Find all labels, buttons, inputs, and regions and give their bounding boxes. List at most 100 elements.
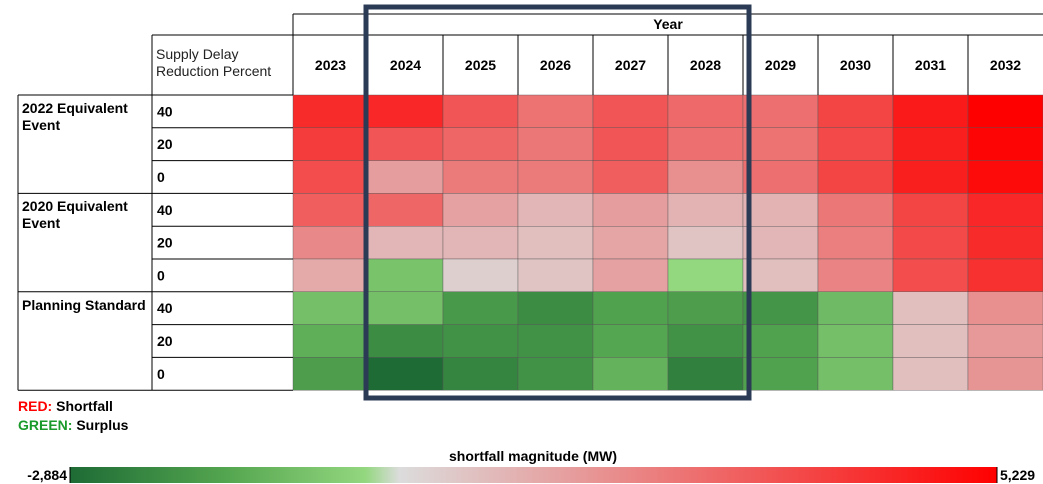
- heat-cell: [892, 357, 969, 391]
- heat-cell: [892, 160, 969, 194]
- heat-cell: [592, 160, 669, 194]
- heat-cell: [367, 357, 444, 391]
- column-label: 2028: [690, 57, 721, 73]
- heat-cell: [817, 258, 894, 292]
- heat-cell: [442, 258, 519, 292]
- heat-cell: [967, 225, 1043, 260]
- heat-cell: [892, 193, 969, 227]
- legend-text: Surplus: [76, 417, 128, 433]
- heat-cell: [742, 258, 819, 292]
- heat-cell: [292, 225, 369, 260]
- column-label: 2027: [615, 57, 646, 73]
- heat-cell: [517, 225, 594, 260]
- heat-cell: [667, 193, 744, 227]
- heat-cell: [367, 291, 444, 325]
- heat-cell: [667, 225, 744, 260]
- column-label: 2024: [390, 57, 421, 73]
- heat-cell: [592, 225, 669, 260]
- heat-cell: [967, 193, 1043, 227]
- heat-cell: [892, 225, 969, 260]
- group-label: 2022 Equivalent Event: [22, 100, 128, 133]
- level-label: 0: [157, 366, 165, 382]
- heat-cell: [292, 127, 369, 161]
- column-label: 2025: [465, 57, 496, 73]
- heat-cell: [442, 225, 519, 260]
- group-label: Planning Standard: [22, 296, 146, 313]
- heat-cell: [592, 357, 669, 391]
- heat-cell: [292, 291, 369, 325]
- heat-cell: [442, 357, 519, 391]
- heat-cell: [742, 225, 819, 260]
- heat-cell: [367, 225, 444, 260]
- heat-cell: [667, 94, 744, 128]
- heat-cell: [667, 324, 744, 358]
- level-label: 0: [157, 267, 165, 283]
- heat-cell: [967, 291, 1043, 325]
- column-label: 2030: [840, 57, 871, 73]
- heat-cell: [742, 357, 819, 391]
- level-label: 20: [157, 235, 173, 251]
- heat-cell: [817, 357, 894, 391]
- colorbar: [70, 467, 997, 483]
- level-label: 0: [157, 169, 165, 185]
- heat-cell: [667, 291, 744, 325]
- heat-cell: [442, 193, 519, 227]
- heat-cell: [967, 258, 1043, 292]
- heat-cell: [517, 324, 594, 358]
- heat-cell: [292, 357, 369, 391]
- column-label: 2032: [990, 57, 1021, 73]
- heat-cell: [592, 94, 669, 128]
- level-label: 40: [157, 202, 173, 218]
- heat-cell: [442, 291, 519, 325]
- header-label: Year: [653, 16, 683, 32]
- heat-cell: [517, 291, 594, 325]
- legend-text: Shortfall: [56, 398, 113, 414]
- heat-cell: [817, 291, 894, 325]
- level-label: 20: [157, 333, 173, 349]
- heat-cell: [667, 357, 744, 391]
- heat-cell: [367, 258, 444, 292]
- heat-cell: [592, 258, 669, 292]
- heat-cell: [742, 127, 819, 161]
- legend-entry: GREEN: Surplus: [18, 417, 129, 433]
- level-label: 40: [157, 300, 173, 316]
- heat-cell: [367, 160, 444, 194]
- highlight-box: [363, 4, 752, 401]
- heat-cell: [442, 94, 519, 128]
- heat-cell: [367, 324, 444, 358]
- heat-cell: [517, 160, 594, 194]
- heat-cell: [892, 258, 969, 292]
- group-label: 2020 Equivalent Event: [22, 198, 128, 232]
- heat-cell: [892, 94, 969, 128]
- heat-cell: [292, 324, 369, 358]
- heat-cell: [967, 94, 1043, 128]
- heat-cell: [967, 357, 1043, 391]
- column-label: 2023: [315, 57, 346, 73]
- heat-cell: [742, 291, 819, 325]
- heat-cell: [892, 127, 969, 161]
- heat-cell: [442, 324, 519, 358]
- heat-cell: [967, 127, 1043, 161]
- heat-cell: [517, 94, 594, 128]
- heat-cell: [667, 160, 744, 194]
- level-label: 40: [157, 103, 173, 119]
- heat-cell: [367, 193, 444, 227]
- heat-cell: [817, 127, 894, 161]
- heat-cell: [817, 225, 894, 260]
- heat-cell: [667, 258, 744, 292]
- row-header: Supply Delay Reduction Percent: [156, 46, 272, 79]
- heat-cell: [592, 193, 669, 227]
- heat-cell: [592, 127, 669, 161]
- column-label: 2031: [915, 57, 946, 73]
- column-label: 2026: [540, 57, 571, 73]
- heat-cell: [292, 94, 369, 128]
- heat-cell: [367, 94, 444, 128]
- heat-cell: [292, 193, 369, 227]
- heat-cell: [892, 324, 969, 358]
- legend-key: RED:: [18, 398, 52, 414]
- heat-cell: [517, 193, 594, 227]
- heat-cell: [517, 357, 594, 391]
- heat-cell: [592, 291, 669, 325]
